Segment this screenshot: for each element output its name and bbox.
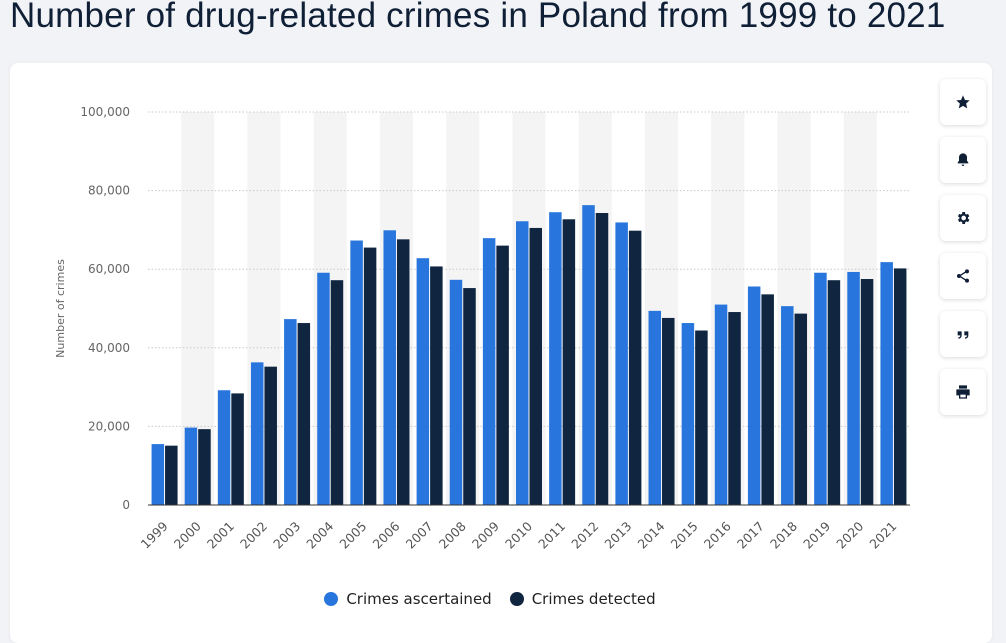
bar-ascertained-2003 xyxy=(284,319,297,505)
bar-detected-2001 xyxy=(231,393,244,505)
bar-ascertained-2007 xyxy=(416,258,430,505)
chart-legend: Crimes ascertained Crimes detected xyxy=(10,590,970,608)
bar-detected-2008 xyxy=(463,288,476,505)
x-tick-label: 2017 xyxy=(734,519,767,552)
bar-ascertained-2005 xyxy=(350,240,363,506)
legend-item[interactable]: Crimes detected xyxy=(509,590,656,608)
notification-button[interactable] xyxy=(940,137,986,183)
bar-detected-2016 xyxy=(728,312,741,505)
bar-detected-2013 xyxy=(628,230,642,505)
bar-ascertained-2002 xyxy=(250,362,264,505)
share-button[interactable] xyxy=(940,253,986,299)
bar-ascertained-2004 xyxy=(317,272,330,505)
page-title: Number of drug-related crimes in Poland … xyxy=(10,0,946,35)
bar-ascertained-1999 xyxy=(151,444,165,505)
legend-marker xyxy=(509,592,524,606)
x-tick-label: 2004 xyxy=(303,518,336,551)
bar-ascertained-2011 xyxy=(549,212,562,505)
bar-detected-2012 xyxy=(595,213,609,505)
bar-detected-2003 xyxy=(297,323,311,505)
y-axis-label: Number of crimes xyxy=(54,259,67,358)
bar-detected-2018 xyxy=(794,313,808,505)
cite-button[interactable] xyxy=(940,311,986,357)
bar-detected-2005 xyxy=(363,247,377,505)
bar-detected-2011 xyxy=(562,219,576,505)
star-icon xyxy=(956,95,970,109)
bar-ascertained-2021 xyxy=(880,262,893,505)
x-tick-label: 2007 xyxy=(403,519,436,552)
legend-marker xyxy=(324,592,339,606)
x-tick-label: 2014 xyxy=(635,518,668,551)
x-tick-label: 2015 xyxy=(668,519,701,552)
y-tick-label: 20,000 xyxy=(88,419,130,433)
bar-detected-2007 xyxy=(430,266,443,505)
bar-ascertained-2015 xyxy=(681,323,695,505)
settings-button[interactable] xyxy=(940,195,986,241)
bar-detected-2017 xyxy=(761,294,774,505)
bar-ascertained-2000 xyxy=(184,427,198,505)
bar-ascertained-2012 xyxy=(582,205,595,506)
x-tick-label: 2013 xyxy=(601,519,634,552)
x-tick-label: 2000 xyxy=(171,518,204,551)
x-tick-label: 2020 xyxy=(833,518,866,551)
x-tick-label: 2011 xyxy=(535,519,568,552)
x-tick-label: 2019 xyxy=(800,518,833,551)
y-tick-label: 40,000 xyxy=(88,341,130,355)
quote-icon xyxy=(957,331,969,339)
bell-icon xyxy=(957,153,969,166)
bar-detected-2004 xyxy=(330,280,344,505)
printer-icon xyxy=(956,385,970,399)
legend-label: Crimes ascertained xyxy=(346,590,492,608)
x-tick-label: 2002 xyxy=(237,519,270,552)
x-tick-label: 2009 xyxy=(469,518,502,551)
x-tick-label: 1999 xyxy=(138,518,171,551)
bar-ascertained-2006 xyxy=(383,230,396,505)
bar-ascertained-2014 xyxy=(648,310,662,505)
x-tick-label: 2018 xyxy=(767,518,800,551)
legend-item[interactable]: Crimes ascertained xyxy=(324,590,492,608)
x-tick-label: 2001 xyxy=(204,519,237,552)
bar-ascertained-2001 xyxy=(217,390,231,505)
bar-detected-2015 xyxy=(695,330,708,505)
favorite-button[interactable] xyxy=(940,79,986,125)
x-tick-label: 2006 xyxy=(369,518,402,551)
x-tick-label: 2005 xyxy=(336,519,369,552)
bar-ascertained-2018 xyxy=(781,306,794,505)
y-tick-label: 80,000 xyxy=(88,184,130,198)
bar-ascertained-2010 xyxy=(516,221,529,505)
bar-detected-2006 xyxy=(396,239,410,505)
x-tick-label: 2021 xyxy=(866,519,899,552)
bar-ascertained-2013 xyxy=(615,222,628,506)
bar-detected-2021 xyxy=(893,268,907,505)
bar-detected-2002 xyxy=(264,366,277,505)
x-tick-label: 2012 xyxy=(568,519,601,552)
bar-detected-2010 xyxy=(529,227,542,505)
bar-detected-2019 xyxy=(827,280,841,505)
bar-detected-2014 xyxy=(662,317,675,505)
bar-chart: 0 20,000 40,000 60,000 80,000 100,000 Number o… xyxy=(54,105,910,552)
x-tick-label: 2016 xyxy=(701,518,734,551)
y-tick-label: 100,000 xyxy=(80,105,130,119)
bar-detected-1999 xyxy=(165,445,178,505)
x-tick-label: 2010 xyxy=(502,518,535,551)
bar-ascertained-2008 xyxy=(449,279,463,505)
bar-detected-2009 xyxy=(496,245,509,505)
y-tick-label: 60,000 xyxy=(88,262,130,276)
bar-detected-2020 xyxy=(860,279,874,505)
bar-ascertained-2009 xyxy=(482,238,496,505)
bar-ascertained-2017 xyxy=(747,286,761,505)
y-tick-label: 0 xyxy=(122,498,130,512)
x-tick-label: 2003 xyxy=(270,519,303,552)
print-button[interactable] xyxy=(940,369,986,415)
gear-icon xyxy=(957,212,970,224)
bar-ascertained-2016 xyxy=(714,304,728,505)
bar-ascertained-2019 xyxy=(814,272,827,505)
legend-label: Crimes detected xyxy=(531,590,656,608)
x-tick-label: 2008 xyxy=(436,518,469,551)
bar-detected-2000 xyxy=(198,429,211,505)
bar-ascertained-2020 xyxy=(847,271,860,505)
share-icon xyxy=(957,269,969,283)
chart-card: 0 20,000 40,000 60,000 80,000 100,000 Number o… xyxy=(10,63,992,643)
